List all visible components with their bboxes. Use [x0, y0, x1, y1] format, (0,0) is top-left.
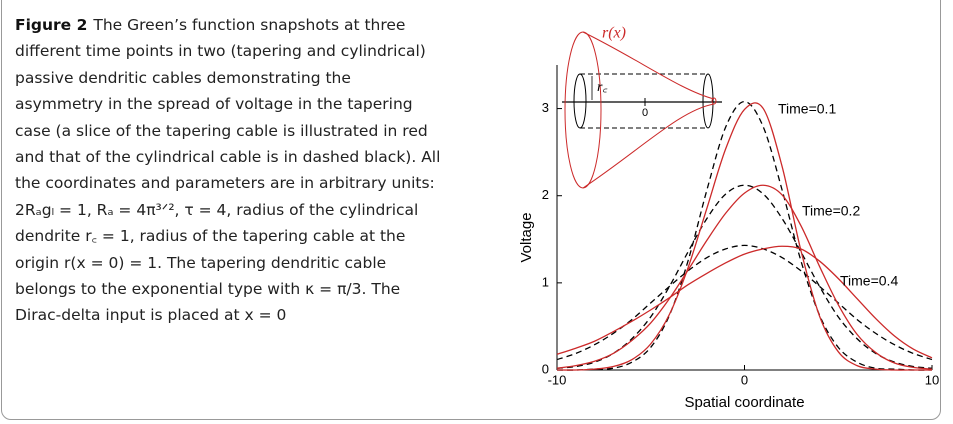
curve	[556, 102, 932, 371]
x-tick-label: 0	[741, 372, 748, 387]
caption-line: Dirac-delta input is placed at x = 0	[15, 306, 287, 325]
frame	[1, 0, 941, 420]
inset-diagram	[562, 31, 722, 189]
curve	[556, 245, 933, 359]
caption-line: and that of the cylindrical cable is in …	[15, 148, 441, 167]
x-tick-label: 10	[925, 372, 939, 387]
caption-line: Figure 2 The Green’s function snapshots a…	[15, 12, 440, 38]
inset-cylinder-end	[573, 73, 587, 129]
inset-cylinder-label: r꜀	[597, 80, 607, 95]
inset-origin-label: 0	[642, 107, 648, 119]
annotation: Time=0.4	[840, 273, 898, 289]
y-tick-label: 0	[542, 361, 549, 376]
inset-cylinder-end	[702, 73, 714, 129]
y-tick-label: 2	[542, 187, 549, 202]
y-tick-label: 3	[542, 100, 549, 115]
caption-line: the coordinates and parameters are in ar…	[15, 174, 435, 193]
curve	[556, 184, 933, 370]
annotation: Time=0.2	[802, 203, 860, 219]
caption-line: passive dendritic cables demonstrating t…	[15, 68, 351, 87]
curve	[556, 100, 933, 371]
inset-cone	[582, 31, 715, 189]
caption-line: case (a slice of the tapering cable is i…	[15, 121, 428, 140]
x-axis-label: Spatial coordinate	[684, 394, 804, 411]
caption-line: belongs to the exponential type with κ =…	[15, 280, 401, 299]
y-axis-label: Voltage	[518, 212, 535, 262]
inset-cone-end	[564, 31, 602, 189]
caption-line: origin r(x = 0) = 1. The tapering dendri…	[15, 253, 387, 272]
caption-line: different time points in two (tapering a…	[15, 42, 426, 61]
caption-line: dendrite r꜀ = 1, radius of the tapering …	[15, 227, 406, 246]
inset-cone-tip	[711, 97, 717, 105]
caption-text: The Green’s function snapshots at three	[93, 16, 406, 34]
y-tick-label: 1	[542, 274, 549, 289]
caption-line: 2Rₐgₗ = 1, Rₐ = 4π³ᐟ², τ = 4, radius of …	[15, 200, 419, 219]
inset-cone-label: r(x)	[602, 25, 626, 42]
x-tick-label: -10	[548, 372, 567, 387]
caption: Figure 2 The Green’s function snapshots a…	[15, 12, 440, 329]
annotation: Time=0.1	[778, 101, 836, 117]
curve	[556, 244, 933, 361]
caption-line: asymmetry in the spread of voltage in th…	[15, 95, 413, 114]
caption-label: Figure 2	[15, 16, 88, 34]
